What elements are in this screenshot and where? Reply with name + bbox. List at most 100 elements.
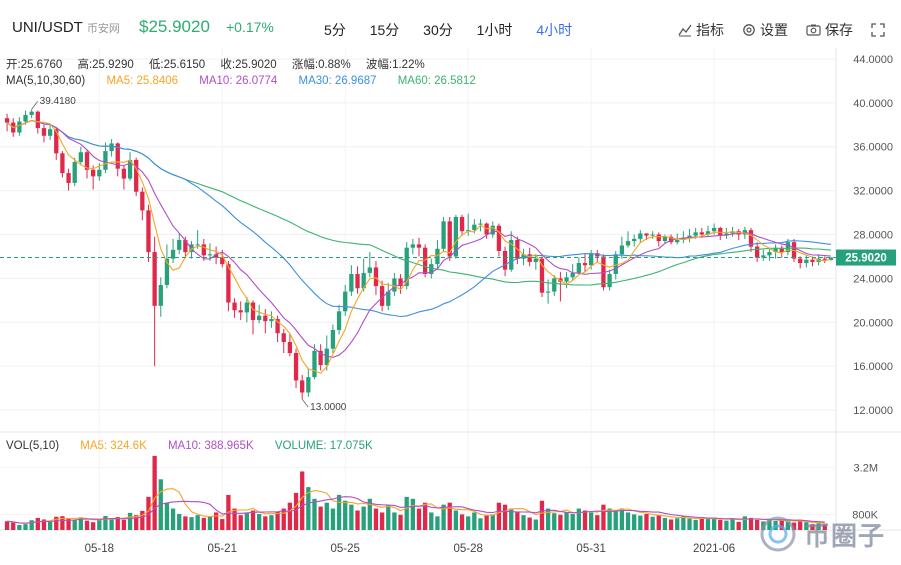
candle-body bbox=[410, 244, 416, 248]
volume-bar bbox=[748, 517, 754, 530]
volume-bar bbox=[54, 516, 59, 530]
interval-4h[interactable]: 4小时 bbox=[536, 22, 573, 38]
save-button[interactable]: 保存 bbox=[806, 20, 853, 40]
candle-body bbox=[429, 264, 434, 275]
candle-body bbox=[201, 244, 206, 256]
volume-bar bbox=[478, 518, 483, 530]
volume-bar bbox=[306, 487, 311, 530]
volume-bar bbox=[152, 455, 157, 530]
volume-bar bbox=[275, 511, 280, 530]
candle-body bbox=[41, 128, 47, 136]
save-label: 保存 bbox=[825, 22, 853, 38]
time-tick-label: 05-21 bbox=[208, 543, 237, 555]
candle-body bbox=[545, 291, 551, 293]
time-tick-label: 05-31 bbox=[576, 543, 605, 555]
volume-bar bbox=[84, 520, 90, 530]
low-marker-label: 13.0000 bbox=[310, 402, 347, 413]
candle-body bbox=[103, 151, 108, 170]
volume-bar bbox=[601, 504, 606, 530]
open-value: 开:25.6760 bbox=[6, 59, 63, 71]
volume-bar bbox=[422, 502, 428, 530]
interval-15m[interactable]: 15分 bbox=[369, 22, 400, 38]
candle-body bbox=[244, 302, 250, 313]
fullscreen-button[interactable] bbox=[871, 23, 885, 37]
volume-bar bbox=[638, 515, 643, 530]
candle-body bbox=[773, 247, 778, 253]
volume-bar bbox=[668, 519, 674, 530]
camera-icon bbox=[806, 24, 821, 36]
price-tick-label: 20.0000 bbox=[853, 317, 893, 329]
indicator-button[interactable]: 指标 bbox=[678, 20, 724, 40]
candle-body bbox=[459, 216, 465, 232]
ma-legend-label: MA(5,10,30,60) bbox=[6, 75, 86, 87]
candle-body bbox=[269, 318, 274, 322]
candle-body bbox=[662, 236, 668, 242]
volume-bar bbox=[798, 521, 803, 530]
candle-body bbox=[724, 233, 729, 236]
volume-bar bbox=[213, 512, 219, 530]
candle-body bbox=[644, 233, 649, 236]
volume-bar bbox=[177, 514, 182, 530]
candle-body bbox=[668, 236, 674, 243]
price-tick-label: 28.0000 bbox=[853, 230, 893, 242]
volume-bar bbox=[256, 514, 262, 530]
volume-bar bbox=[244, 512, 250, 530]
interval-30m[interactable]: 30分 bbox=[423, 22, 453, 38]
volume-bar bbox=[336, 494, 342, 530]
volume-bar bbox=[355, 510, 360, 530]
candle-body bbox=[613, 254, 618, 275]
volume-bar bbox=[361, 506, 366, 530]
ma30-line bbox=[6, 120, 831, 318]
candle-body bbox=[595, 253, 600, 257]
volume-bar bbox=[711, 517, 717, 530]
volume-bar bbox=[183, 516, 188, 530]
volume-bar bbox=[330, 508, 336, 530]
volume-bar bbox=[404, 496, 409, 530]
volume-bar bbox=[90, 522, 96, 530]
volume-bar bbox=[724, 520, 729, 530]
candle-body bbox=[509, 240, 514, 270]
volume-bar bbox=[386, 504, 391, 530]
volume-bar bbox=[767, 519, 772, 530]
volume-bar bbox=[263, 516, 268, 530]
price-tick-label: 36.0000 bbox=[853, 142, 893, 154]
volume-bar bbox=[109, 518, 114, 530]
volume-bar bbox=[816, 523, 821, 530]
time-tick-label: 05-25 bbox=[331, 543, 360, 555]
volume-bar bbox=[545, 508, 551, 530]
price-tick-label: 40.0000 bbox=[853, 98, 893, 110]
time-tick-label: 05-28 bbox=[453, 543, 482, 555]
candle-body bbox=[170, 249, 176, 259]
volume-bar bbox=[410, 498, 416, 530]
interval-5m[interactable]: 5分 bbox=[324, 22, 346, 38]
candle-body bbox=[177, 240, 182, 250]
candle-body bbox=[97, 169, 102, 177]
annotation-leader bbox=[31, 101, 38, 110]
volume-bar bbox=[681, 516, 686, 530]
volume-bar bbox=[791, 522, 797, 530]
candle-body bbox=[601, 256, 606, 288]
volume-bar bbox=[300, 471, 305, 530]
volume-bar bbox=[447, 502, 452, 530]
volume-bar bbox=[521, 515, 526, 530]
candle-body bbox=[281, 333, 286, 343]
candle-body bbox=[66, 173, 71, 183]
volume-bar bbox=[293, 492, 299, 530]
candle-body bbox=[828, 257, 834, 261]
volume-bar bbox=[742, 516, 748, 530]
interval-1h[interactable]: 1小时 bbox=[476, 22, 513, 38]
volume-bar bbox=[349, 504, 354, 530]
candle-body bbox=[539, 258, 545, 293]
ma5-line bbox=[6, 120, 831, 374]
settings-button[interactable]: 设置 bbox=[742, 20, 788, 40]
volume-bar bbox=[66, 518, 71, 530]
volume-bar bbox=[625, 512, 631, 530]
volume-bar bbox=[754, 519, 760, 530]
candle-body bbox=[47, 129, 53, 136]
volume-tick-label: 3.2M bbox=[854, 463, 878, 475]
volume-bar bbox=[343, 500, 348, 530]
volume-bar bbox=[429, 512, 434, 530]
candle-body bbox=[183, 240, 188, 253]
volume-bar bbox=[115, 517, 120, 530]
